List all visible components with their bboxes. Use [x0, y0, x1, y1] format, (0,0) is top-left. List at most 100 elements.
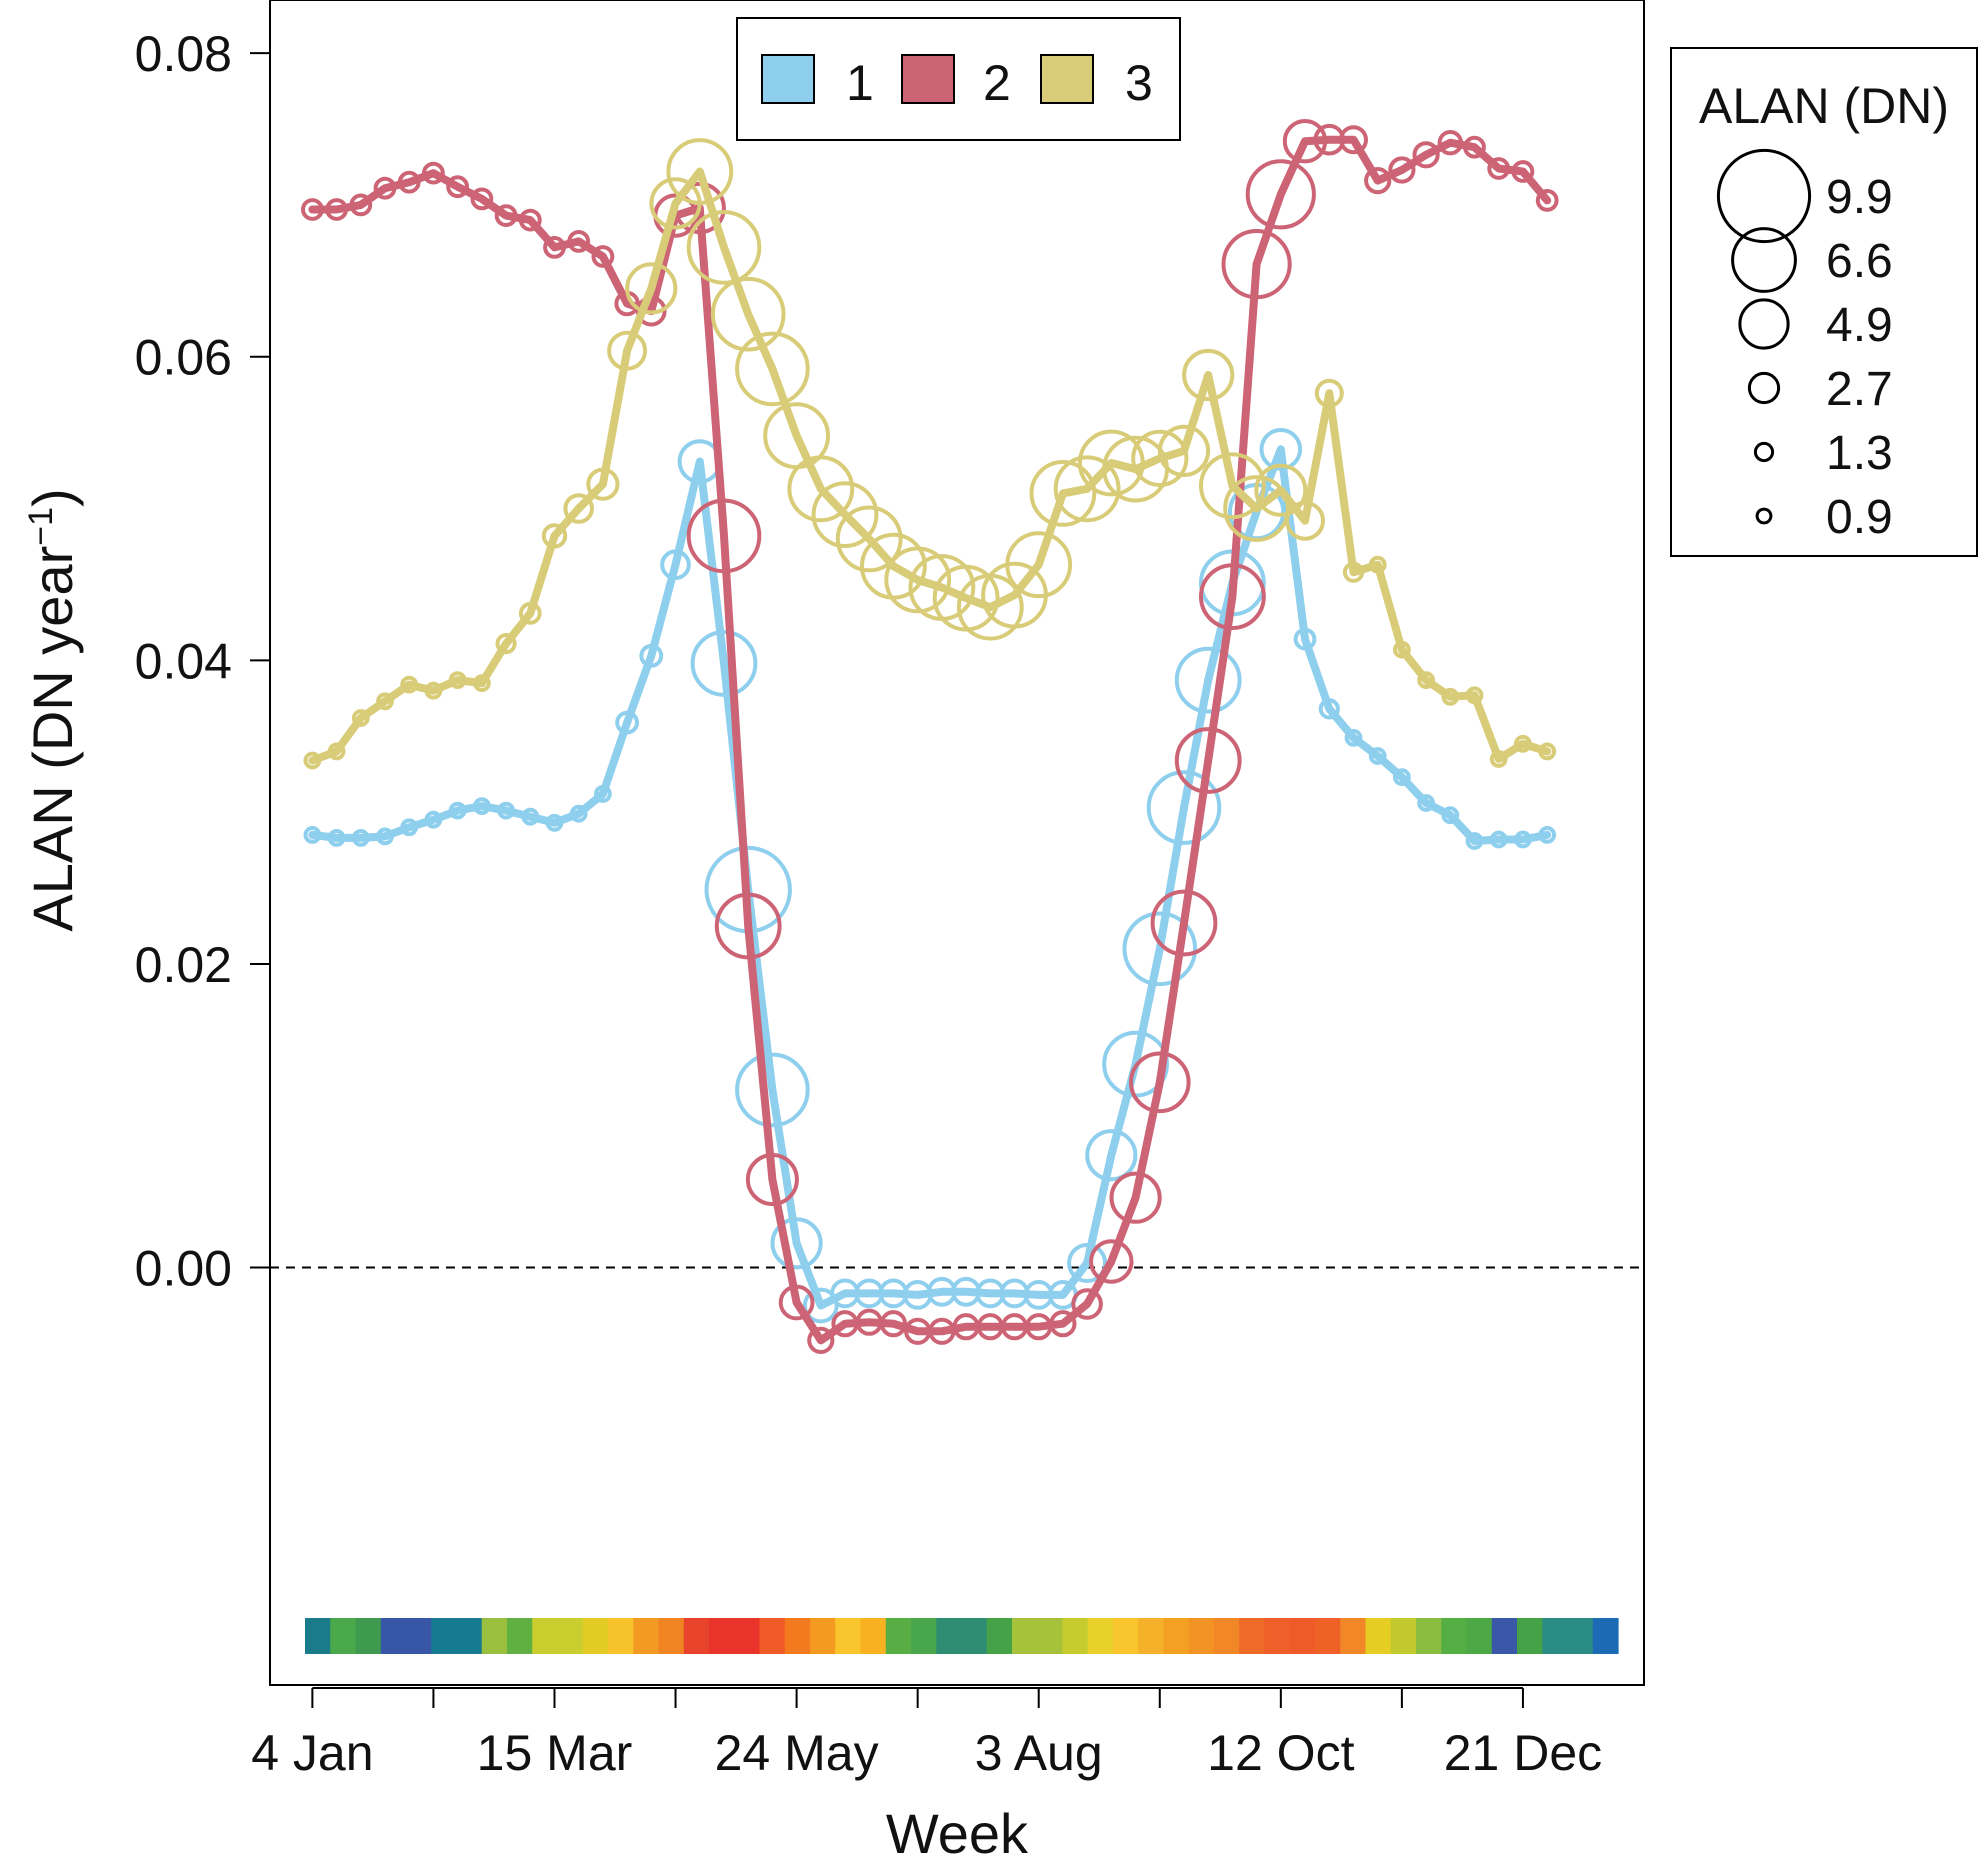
series-2-point-4: [373, 176, 397, 200]
series-2-point-13: [591, 245, 615, 268]
series-2-point-25: [879, 1310, 908, 1338]
series-2-point-42: [1282, 119, 1328, 164]
series-2-point-19: [714, 892, 782, 960]
series-legend: 1 2 3: [736, 17, 1181, 141]
color-bar-week-30: [1037, 1618, 1064, 1654]
series-3-point-34: [1077, 429, 1145, 497]
color-bar-week-52: [1592, 1618, 1619, 1654]
series-1-point-34: [1085, 1129, 1138, 1182]
series-2-point-21: [778, 1284, 815, 1321]
y-axis-title-close: ): [21, 488, 84, 507]
series-2-point-50: [1487, 157, 1511, 180]
series-1-point-52: [1538, 826, 1557, 844]
color-bar-week-46: [1441, 1618, 1468, 1654]
series-2: [301, 119, 1559, 1355]
series-2-point-49: [1463, 135, 1486, 159]
color-bar-week-35: [1163, 1618, 1190, 1654]
size-legend-circle-4: [1753, 441, 1775, 463]
size-legend-circle-1: [1731, 227, 1797, 293]
x-tick-label-8: 12 Oct: [1207, 1725, 1354, 1781]
color-bar-week-41: [1315, 1618, 1341, 1654]
color-bar-week-15: [658, 1618, 685, 1654]
series-3-point-40: [1223, 475, 1290, 542]
color-bar-week-42: [1340, 1618, 1367, 1654]
series-2-point-41: [1245, 159, 1316, 230]
size-legend-label-2: 4.9: [1826, 299, 1893, 352]
series-1: [303, 428, 1557, 1324]
size-legend-label-5: 0.9: [1826, 491, 1893, 544]
size-legend-label-0: 9.9: [1826, 171, 1893, 224]
color-bar-week-23: [860, 1618, 887, 1654]
series-2-point-34: [1089, 1239, 1134, 1284]
series-3-point-49: [1465, 686, 1484, 705]
series-3-point-33: [1053, 455, 1121, 523]
series-3-point-12: [563, 493, 595, 524]
series-2-point-7: [446, 175, 470, 199]
series-3-point-26: [884, 546, 952, 614]
x-tick-label-2: 15 Mar: [477, 1725, 633, 1781]
series-1-point-10: [521, 807, 540, 826]
color-bar-week-49: [1517, 1618, 1543, 1654]
series-3-point-31: [1005, 531, 1073, 599]
x-tick-label-0: 4 Jan: [251, 1725, 373, 1781]
x-tick-label-10: 21 Dec: [1444, 1725, 1602, 1781]
color-bar-week-27: [961, 1618, 988, 1654]
series-1-point-36: [1122, 911, 1198, 987]
color-bar-week-7: [456, 1618, 483, 1654]
y-axis-title: ALAN (DN year−1): [21, 488, 84, 931]
series-2-point-40: [1221, 229, 1292, 300]
series-1-point-49: [1465, 832, 1484, 850]
plot-frame: [269, 0, 1645, 1686]
color-bar-week-1: [305, 1618, 331, 1654]
series-2-point-9: [494, 204, 518, 228]
series-3-point-51: [1514, 734, 1532, 753]
series-2-point-20: [745, 1153, 799, 1206]
color-bar-week-33: [1113, 1618, 1139, 1654]
series-2-point-35: [1109, 1171, 1162, 1224]
series-1-point-44: [1344, 728, 1363, 747]
color-bar-week-18: [734, 1618, 761, 1654]
color-bar-week-13: [608, 1618, 634, 1654]
series-2-point-2: [325, 198, 349, 221]
color-bar-week-20: [784, 1618, 811, 1654]
series-2-point-18: [686, 498, 762, 574]
size-legend-circle-0: [1716, 148, 1812, 244]
size-legend-label-4: 1.3: [1826, 427, 1893, 480]
y-tick-label-4: 0.08: [135, 26, 232, 82]
series-3-point-45: [1368, 555, 1387, 574]
y-tick-label-0: 0.00: [135, 1241, 232, 1297]
color-bar-week-24: [885, 1618, 912, 1654]
x-axis: 4 Jan 15 Mar 24 May 3 Aug 12 Oct 21 Dec: [251, 1687, 1602, 1781]
color-bar-week-51: [1567, 1618, 1594, 1654]
series-1-point-4: [376, 827, 394, 846]
size-legend-label-3: 2.7: [1826, 363, 1893, 416]
color-bar-week-11: [557, 1618, 584, 1654]
series-2-point-52: [1535, 189, 1559, 212]
series-3-point-20: [735, 331, 810, 407]
series-1-point-43: [1318, 698, 1340, 720]
series-3-line: [308, 167, 1552, 765]
series-1-point-38: [1174, 646, 1242, 714]
size-legend-label-1: 6.6: [1826, 235, 1893, 288]
series-2-point-48: [1437, 130, 1464, 156]
series-1-point-46: [1393, 768, 1411, 787]
series-2-point-12: [567, 230, 591, 253]
color-bar-week-14: [633, 1618, 660, 1654]
color-bar-week-3: [355, 1618, 382, 1654]
series-1-point-50: [1489, 830, 1508, 849]
color-bar-week-6: [431, 1618, 458, 1654]
series-2-point-22: [807, 1326, 835, 1355]
series-legend-label-1: 1: [846, 55, 874, 111]
series-1-point-5: [400, 818, 419, 837]
x-tick-label-4: 24 May: [715, 1725, 879, 1781]
series-2-point-10: [518, 208, 542, 232]
color-bar-week-40: [1289, 1618, 1316, 1654]
series-2-point-47: [1412, 141, 1440, 169]
series-3: [303, 138, 1557, 770]
series-2-point-36: [1129, 1051, 1191, 1114]
color-bar-week-5: [406, 1618, 432, 1654]
series-1-point-11: [545, 813, 564, 832]
series-1-point-12: [569, 804, 588, 823]
series-3-point-47: [1417, 671, 1435, 689]
series-1-point-7: [448, 801, 467, 820]
